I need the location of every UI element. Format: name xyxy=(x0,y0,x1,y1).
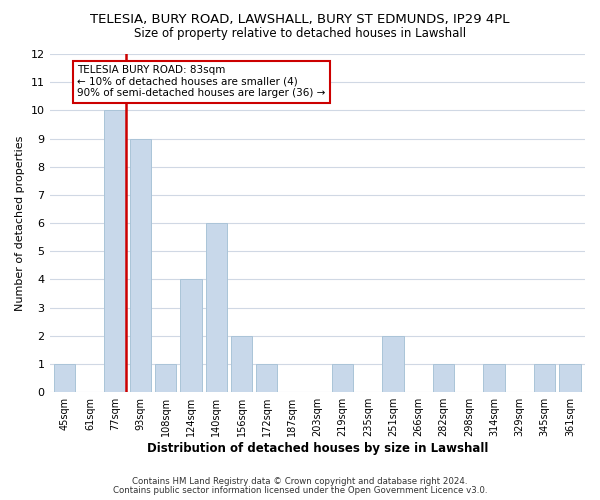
Bar xyxy=(484,364,505,392)
Bar xyxy=(256,364,277,392)
Bar xyxy=(382,336,404,392)
X-axis label: Distribution of detached houses by size in Lawshall: Distribution of detached houses by size … xyxy=(146,442,488,455)
Bar xyxy=(559,364,581,392)
Bar xyxy=(534,364,556,392)
Text: TELESIA BURY ROAD: 83sqm
← 10% of detached houses are smaller (4)
90% of semi-de: TELESIA BURY ROAD: 83sqm ← 10% of detach… xyxy=(77,66,326,98)
Bar xyxy=(231,336,252,392)
Bar xyxy=(155,364,176,392)
Bar xyxy=(180,280,202,392)
Bar xyxy=(433,364,454,392)
Bar xyxy=(130,138,151,392)
Bar xyxy=(206,223,227,392)
Text: Contains public sector information licensed under the Open Government Licence v3: Contains public sector information licen… xyxy=(113,486,487,495)
Bar xyxy=(332,364,353,392)
Text: Size of property relative to detached houses in Lawshall: Size of property relative to detached ho… xyxy=(134,28,466,40)
Text: Contains HM Land Registry data © Crown copyright and database right 2024.: Contains HM Land Registry data © Crown c… xyxy=(132,477,468,486)
Text: TELESIA, BURY ROAD, LAWSHALL, BURY ST EDMUNDS, IP29 4PL: TELESIA, BURY ROAD, LAWSHALL, BURY ST ED… xyxy=(90,12,510,26)
Bar xyxy=(54,364,76,392)
Y-axis label: Number of detached properties: Number of detached properties xyxy=(15,136,25,311)
Bar xyxy=(104,110,126,392)
